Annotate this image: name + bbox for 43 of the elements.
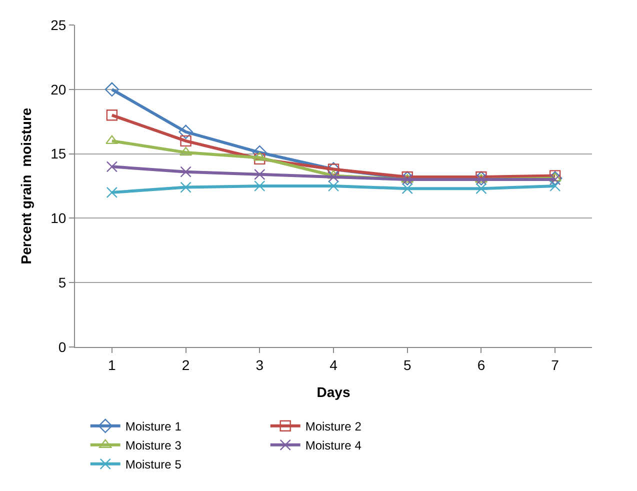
point <box>106 110 118 121</box>
legend-label: Moisture 2 <box>305 420 362 434</box>
point <box>106 135 118 144</box>
point <box>254 168 266 180</box>
point <box>549 174 561 186</box>
point <box>328 171 340 183</box>
x-tick-label: 3 <box>256 356 264 373</box>
y-tick-label: 25 <box>50 16 66 33</box>
legend-label: Moisture 4 <box>305 438 362 453</box>
x-tick-label: 7 <box>551 356 560 373</box>
point <box>178 124 193 139</box>
point <box>179 146 192 156</box>
x-tick-label: 4 <box>330 356 338 373</box>
point <box>106 186 118 198</box>
x-tick-label: 5 <box>403 356 412 373</box>
point <box>402 182 413 194</box>
point <box>180 135 192 147</box>
point <box>104 82 120 96</box>
y-tick-label: 0 <box>58 338 66 355</box>
y-axis-title: Percent grain moisture <box>18 108 34 264</box>
x-tick-label: 2 <box>182 356 190 373</box>
x-tick-label: 1 <box>108 356 116 373</box>
point <box>402 174 413 186</box>
point <box>180 166 192 178</box>
point <box>254 153 266 165</box>
point <box>106 161 118 172</box>
point <box>328 180 340 192</box>
point <box>254 180 266 192</box>
point <box>474 174 488 183</box>
y-tick-label: 5 <box>58 274 66 290</box>
legend-label: Moisture 1 <box>125 420 182 434</box>
legend-label: Moisture 3 <box>125 438 182 453</box>
point <box>180 182 192 193</box>
y-tick-label: 15 <box>50 146 66 162</box>
y-tick-label: 20 <box>50 81 66 98</box>
point <box>476 174 487 186</box>
point <box>549 180 561 192</box>
point <box>400 174 414 183</box>
point <box>476 182 487 194</box>
legend-label: Moisture 5 <box>125 458 182 472</box>
x-tick-label: 6 <box>477 356 486 373</box>
y-tick-label: 10 <box>50 210 66 226</box>
x-axis-title: Days <box>316 384 350 400</box>
